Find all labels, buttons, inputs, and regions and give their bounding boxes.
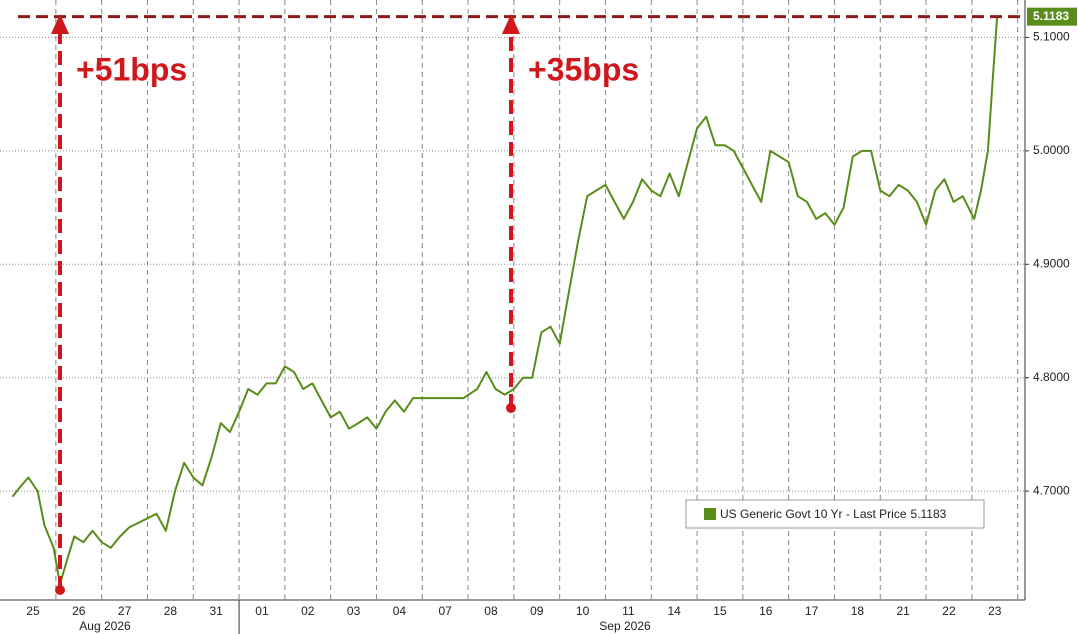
price-line (11, 16, 999, 586)
x-tick-label: 26 (72, 604, 86, 618)
x-tick-label: 17 (805, 604, 819, 618)
x-tick-label: 21 (896, 604, 910, 618)
y-tick-label: 4.7000 (1033, 483, 1070, 497)
x-tick-label: 14 (667, 604, 681, 618)
last-price-label: 5.1183 (1033, 9, 1069, 23)
y-tick-label: 4.9000 (1033, 256, 1070, 270)
last-price-tag (1027, 7, 1077, 26)
x-tick-label: 04 (393, 604, 407, 618)
x-tick-label: 27 (118, 604, 132, 618)
x-tick-label: 11 (622, 604, 635, 618)
x-tick-label: 18 (851, 604, 865, 618)
legend-value: 5.1183 (911, 507, 947, 521)
x-tick-label: 25 (26, 604, 40, 618)
x-tick-label: 22 (942, 604, 956, 618)
arrow-head (51, 14, 69, 34)
y-tick-label: 5.0000 (1033, 143, 1070, 157)
annotation: +51bps (76, 51, 187, 87)
x-tick-label: 03 (347, 604, 361, 618)
legend: US Generic Govt 10 Yr - Last Price 5.1183 (685, 499, 985, 529)
x-tick-label: 08 (484, 604, 498, 618)
x-tick-label: 07 (438, 604, 452, 618)
legend-name: US Generic Govt 10 Yr - Last Price (720, 507, 907, 521)
legend-label: US Generic Govt 10 Yr - Last Price 5.1183 (720, 507, 947, 521)
y-tick-label: 4.8000 (1033, 370, 1070, 384)
x-tick-label: 23 (988, 604, 1002, 618)
x-tick-label: 10 (576, 604, 590, 618)
legend-box (685, 499, 985, 529)
month-label: Aug 2026 (79, 619, 131, 633)
x-tick-label: 28 (164, 604, 178, 618)
annotation: +35bps (528, 51, 639, 87)
arrow-head (502, 14, 520, 34)
x-tick-label: 01 (255, 604, 269, 618)
legend-swatch (704, 508, 716, 520)
x-tick-label: 09 (530, 604, 544, 618)
x-tick-label: 31 (209, 604, 223, 618)
arrow-base (506, 403, 516, 413)
arrow-base (55, 585, 65, 595)
month-label: Sep 2026 (599, 619, 651, 633)
x-tick-label: 15 (713, 604, 727, 618)
x-tick-label: 02 (301, 604, 315, 618)
x-tick-label: 16 (759, 604, 773, 618)
y-tick-label: 5.1000 (1033, 30, 1070, 44)
